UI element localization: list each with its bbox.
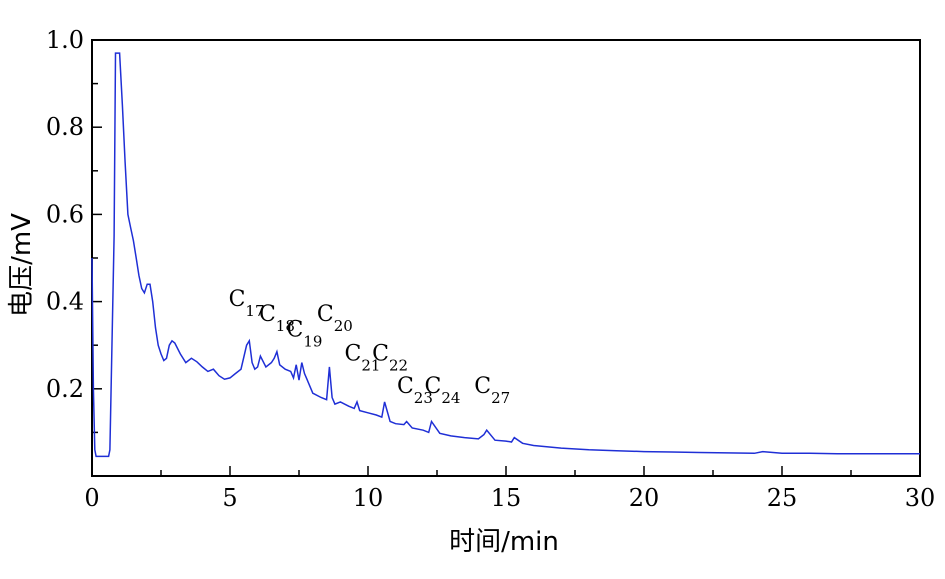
peak-label: C17 [229,287,265,320]
y-tick-label: 0.8 [46,113,84,141]
y-axis-title: 电压/mV [7,213,37,317]
x-tick-label: 15 [491,484,522,512]
series-line [91,52,920,458]
x-tick-label: 10 [353,484,384,512]
peak-label: C24 [425,374,461,407]
peak-label: C27 [474,374,510,407]
plot-frame [91,39,921,477]
y-tick-label: 0.4 [46,288,84,316]
peak-label: C21 [345,341,381,374]
peak-label: C18 [259,302,295,335]
y-tick-label: 1.0 [46,26,84,54]
peak-label: C19 [287,317,323,350]
x-tick-label: 0 [84,484,99,512]
peak-label: C23 [397,374,433,407]
peak-label: C20 [317,302,353,335]
x-tick-label: 30 [905,484,936,512]
y-tick-label: 0.2 [46,375,84,403]
y-tick-label: 0.6 [46,200,84,228]
x-tick-label: 5 [222,484,237,512]
x-tick-label: 25 [767,484,798,512]
x-axis-title: 时间/min [449,527,559,557]
peak-label: C22 [372,341,408,374]
x-tick-label: 20 [629,484,660,512]
